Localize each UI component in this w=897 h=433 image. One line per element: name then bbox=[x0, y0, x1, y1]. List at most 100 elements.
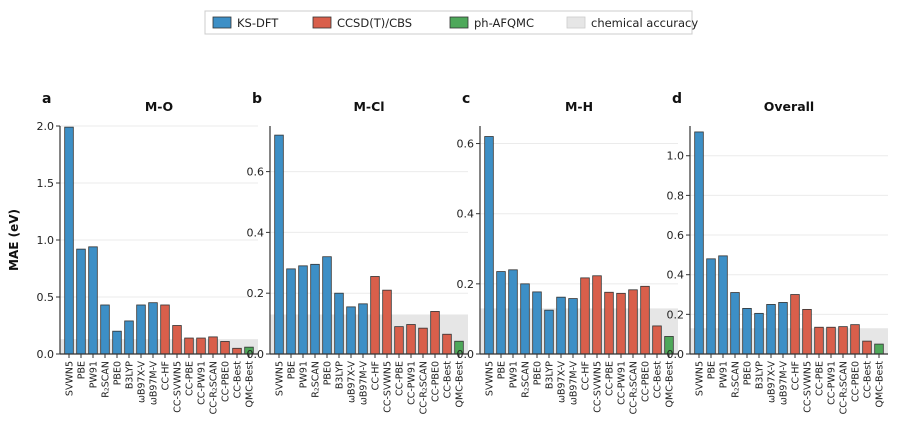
x-tick-label: ωB97X-V bbox=[347, 361, 358, 403]
bar-cc-pbe bbox=[184, 337, 194, 355]
x-tick-label: QMC-Best bbox=[875, 361, 886, 408]
y-tick-label: 0.6 bbox=[457, 138, 475, 151]
bar--b97x-v bbox=[766, 304, 776, 355]
x-tick-label: PBE0 bbox=[533, 361, 544, 385]
x-tick-label: CC-PBE0 bbox=[221, 361, 232, 402]
x-tick-label: CC-PBE bbox=[815, 361, 826, 396]
x-tick-label: SVWN5 bbox=[275, 361, 286, 396]
bar-svwn5 bbox=[484, 136, 494, 355]
bar--b97x-v bbox=[136, 304, 146, 355]
bar-cc-best bbox=[862, 340, 872, 355]
y-tick-label: 2.0 bbox=[37, 120, 55, 133]
bar-pbe bbox=[76, 248, 86, 355]
x-tick-label: PW91 bbox=[299, 361, 310, 388]
x-tick-label: CC-R₂SCAN bbox=[209, 361, 220, 414]
x-tick-label: PBE0 bbox=[113, 361, 124, 385]
x-tick-label: SVWN5 bbox=[695, 361, 706, 396]
bar-b3lyp bbox=[544, 309, 554, 355]
legend-label: ph-AFQMC bbox=[474, 16, 534, 30]
x-tick-label: CC-PW91 bbox=[617, 361, 628, 405]
x-tick-label: PW91 bbox=[719, 361, 730, 388]
bar-r-scan bbox=[520, 283, 530, 355]
bar--b97m-v bbox=[358, 303, 368, 355]
x-tick-label: CC-R₂SCAN bbox=[839, 361, 850, 414]
bar-cc-pbe0 bbox=[640, 285, 650, 355]
x-tick-label: SVWN5 bbox=[485, 361, 496, 396]
bar-cc-best bbox=[232, 347, 242, 355]
bar-pbe bbox=[706, 258, 716, 355]
bar-svwn5 bbox=[274, 134, 284, 355]
x-tick-label: B3LYP bbox=[125, 361, 136, 389]
y-tick-label: 0.4 bbox=[667, 269, 685, 282]
y-tick-label: 1.0 bbox=[37, 234, 55, 247]
bar-pbe0 bbox=[742, 307, 752, 355]
x-tick-label: CC-PW91 bbox=[407, 361, 418, 405]
panel-letter: a bbox=[42, 91, 51, 107]
bar-cc-pw91 bbox=[406, 324, 416, 355]
bar-svwn5 bbox=[64, 126, 74, 355]
x-tick-label: CC-SVWN5 bbox=[593, 361, 604, 413]
x-tick-label: PW91 bbox=[89, 361, 100, 388]
y-tick-label: 0.4 bbox=[457, 208, 475, 221]
bar-cc-pbe0 bbox=[850, 324, 860, 355]
y-tick-label: 0.0 bbox=[247, 348, 265, 361]
x-tick-label: CC-PBE0 bbox=[431, 361, 442, 402]
bar-r-scan bbox=[310, 263, 320, 355]
bar--b97x-v bbox=[556, 296, 566, 355]
y-tick-label: 0.0 bbox=[37, 348, 55, 361]
y-tick-label: 0.0 bbox=[457, 348, 475, 361]
bar-b3lyp bbox=[124, 320, 134, 355]
x-tick-label: R₂SCAN bbox=[521, 361, 532, 398]
bar-pbe bbox=[286, 268, 296, 355]
bar-cc-pbe bbox=[814, 326, 824, 355]
bar-cc-r-scan bbox=[838, 326, 848, 355]
bar--b97m-v bbox=[568, 298, 578, 355]
y-tick-label: 1.0 bbox=[667, 150, 685, 163]
x-tick-label: CC-HF bbox=[791, 361, 802, 390]
legend-swatch bbox=[312, 16, 332, 29]
x-tick-label: PBE0 bbox=[743, 361, 754, 385]
x-tick-label: ωB97X-V bbox=[557, 361, 568, 403]
panel-d: 0.0 0.2 0.4 0.6 0.8 1.0 SVWN5 PBE PW91 R₂SCAN PBE0… bbox=[667, 91, 888, 414]
legend-swatch bbox=[566, 16, 586, 29]
bar-cc-best bbox=[442, 333, 452, 355]
bar-cc-hf bbox=[790, 294, 800, 355]
y-tick-label: 0.2 bbox=[247, 287, 265, 300]
x-tick-label: CC-HF bbox=[161, 361, 172, 390]
x-tick-label: CC-PBE bbox=[395, 361, 406, 396]
bar-cc-pw91 bbox=[616, 292, 626, 355]
bar-cc-svwn5 bbox=[592, 275, 602, 355]
y-tick-label: 0.8 bbox=[667, 189, 685, 202]
x-tick-label: CC-HF bbox=[371, 361, 382, 390]
x-tick-label: ωB97X-V bbox=[137, 361, 148, 403]
panel-a: 0.0 0.5 1.0 1.5 2.0 SVWN5 PBE PW91 R₂SCAN PBE0 B3L… bbox=[7, 91, 258, 414]
bar-cc-svwn5 bbox=[172, 325, 182, 355]
x-tick-label: CC-R₂SCAN bbox=[629, 361, 640, 414]
x-tick-label: B3LYP bbox=[335, 361, 346, 389]
legend-label: KS-DFT bbox=[237, 16, 279, 30]
bar-cc-pbe0 bbox=[220, 341, 230, 355]
bar-r-scan bbox=[100, 304, 110, 355]
bar--b97m-v bbox=[778, 302, 788, 355]
x-tick-label: PBE bbox=[77, 361, 88, 379]
x-tick-label: QMC-Best bbox=[665, 361, 676, 408]
bar-b3lyp bbox=[334, 292, 344, 355]
bar-cc-r-scan bbox=[208, 336, 218, 355]
x-tick-label: ωB97M-V bbox=[359, 361, 370, 406]
panel-title: M-H bbox=[565, 99, 593, 114]
panel-title: M-Cl bbox=[353, 99, 384, 114]
x-tick-label: PBE bbox=[707, 361, 718, 379]
x-tick-label: CC-Best bbox=[233, 361, 244, 399]
bar-pw91 bbox=[298, 265, 308, 355]
x-tick-label: CC-PW91 bbox=[827, 361, 838, 405]
bar-cc-best bbox=[652, 325, 662, 355]
legend-swatch bbox=[449, 16, 469, 29]
panel-letter: c bbox=[462, 91, 470, 107]
x-tick-label: PBE0 bbox=[323, 361, 334, 385]
x-tick-label: B3LYP bbox=[755, 361, 766, 389]
bar-cc-hf bbox=[160, 304, 170, 355]
